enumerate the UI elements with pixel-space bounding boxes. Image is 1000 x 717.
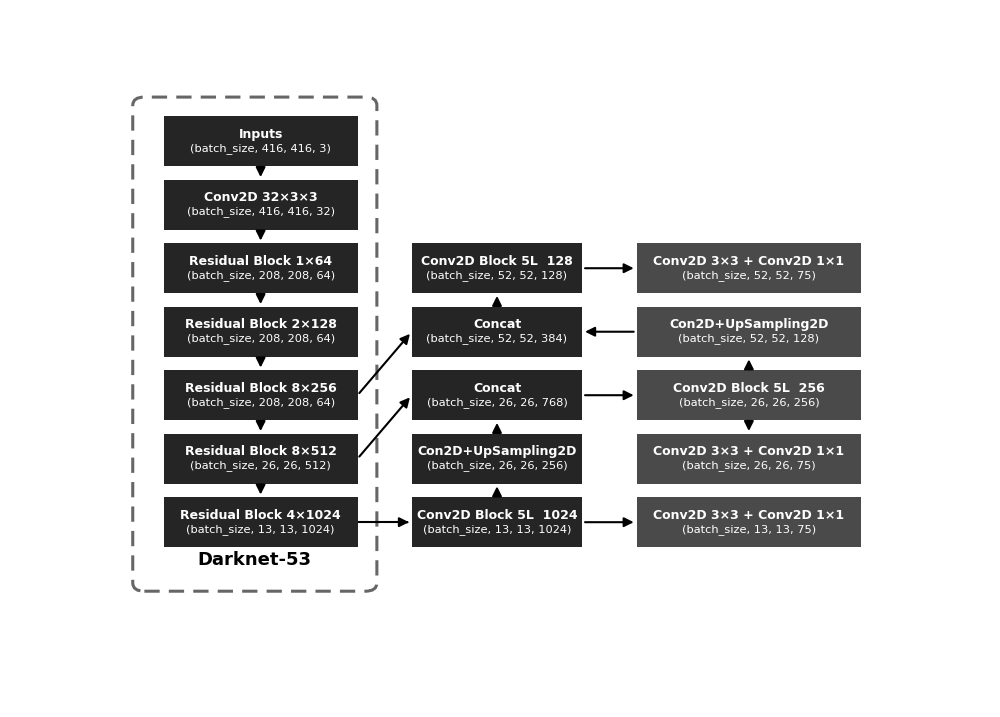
Bar	[164, 371, 358, 420]
Bar	[164, 180, 358, 229]
Bar	[164, 243, 358, 293]
Text: (batch_size, 26, 26, 75): (batch_size, 26, 26, 75)	[682, 460, 816, 471]
Bar	[412, 371, 582, 420]
Text: Conv2D 32×3×3: Conv2D 32×3×3	[204, 191, 317, 204]
Text: (batch_size, 208, 208, 64): (batch_size, 208, 208, 64)	[187, 270, 335, 280]
Bar	[412, 434, 582, 483]
Bar	[412, 498, 582, 547]
Text: (batch_size, 13, 13, 1024): (batch_size, 13, 13, 1024)	[186, 523, 335, 535]
Bar	[637, 307, 861, 356]
Text: Conv2D 3×3 + Conv2D 1×1: Conv2D 3×3 + Conv2D 1×1	[653, 509, 844, 522]
Text: Con2D+UpSampling2D: Con2D+UpSampling2D	[417, 445, 577, 458]
Text: (batch_size, 416, 416, 3): (batch_size, 416, 416, 3)	[190, 143, 331, 153]
Bar	[412, 307, 582, 356]
Text: (batch_size, 26, 26, 256): (batch_size, 26, 26, 256)	[679, 397, 819, 408]
Text: Darknet-53: Darknet-53	[198, 551, 312, 569]
Text: Residual Block 4×1024: Residual Block 4×1024	[180, 509, 341, 522]
Text: Conv2D 3×3 + Conv2D 1×1: Conv2D 3×3 + Conv2D 1×1	[653, 255, 844, 267]
Text: (batch_size, 13, 13, 1024): (batch_size, 13, 13, 1024)	[423, 523, 571, 535]
Bar	[164, 116, 358, 166]
Text: Residual Block 8×512: Residual Block 8×512	[185, 445, 337, 458]
Text: (batch_size, 52, 52, 128): (batch_size, 52, 52, 128)	[426, 270, 568, 280]
Bar	[412, 243, 582, 293]
Text: (batch_size, 208, 208, 64): (batch_size, 208, 208, 64)	[187, 397, 335, 408]
Text: (batch_size, 52, 52, 75): (batch_size, 52, 52, 75)	[682, 270, 816, 280]
Bar	[637, 243, 861, 293]
Text: (batch_size, 208, 208, 64): (batch_size, 208, 208, 64)	[187, 333, 335, 344]
Bar	[164, 498, 358, 547]
Text: Conv2D 3×3 + Conv2D 1×1: Conv2D 3×3 + Conv2D 1×1	[653, 445, 844, 458]
Text: Inputs: Inputs	[238, 128, 283, 141]
Text: Conv2D Block 5L  256: Conv2D Block 5L 256	[673, 381, 825, 395]
Bar	[164, 307, 358, 356]
Text: (batch_size, 52, 52, 128): (batch_size, 52, 52, 128)	[678, 333, 819, 344]
Text: (batch_size, 26, 26, 512): (batch_size, 26, 26, 512)	[190, 460, 331, 471]
Text: (batch_size, 52, 52, 384): (batch_size, 52, 52, 384)	[426, 333, 568, 344]
Text: Concat: Concat	[473, 318, 521, 331]
Text: Concat: Concat	[473, 381, 521, 395]
Text: Residual Block 1×64: Residual Block 1×64	[189, 255, 332, 267]
Text: Con2D+UpSampling2D: Con2D+UpSampling2D	[669, 318, 829, 331]
Text: Conv2D Block 5L  128: Conv2D Block 5L 128	[421, 255, 573, 267]
Text: (batch_size, 26, 26, 256): (batch_size, 26, 26, 256)	[427, 460, 567, 471]
Text: Conv2D Block 5L  1024: Conv2D Block 5L 1024	[417, 509, 577, 522]
Bar	[637, 498, 861, 547]
Bar	[637, 371, 861, 420]
Text: (batch_size, 13, 13, 75): (batch_size, 13, 13, 75)	[682, 523, 816, 535]
Bar	[637, 434, 861, 483]
Text: (batch_size, 416, 416, 32): (batch_size, 416, 416, 32)	[187, 206, 335, 217]
Bar	[164, 434, 358, 483]
Text: (batch_size, 26, 26, 768): (batch_size, 26, 26, 768)	[427, 397, 567, 408]
Text: Residual Block 2×128: Residual Block 2×128	[185, 318, 337, 331]
Text: Residual Block 8×256: Residual Block 8×256	[185, 381, 336, 395]
